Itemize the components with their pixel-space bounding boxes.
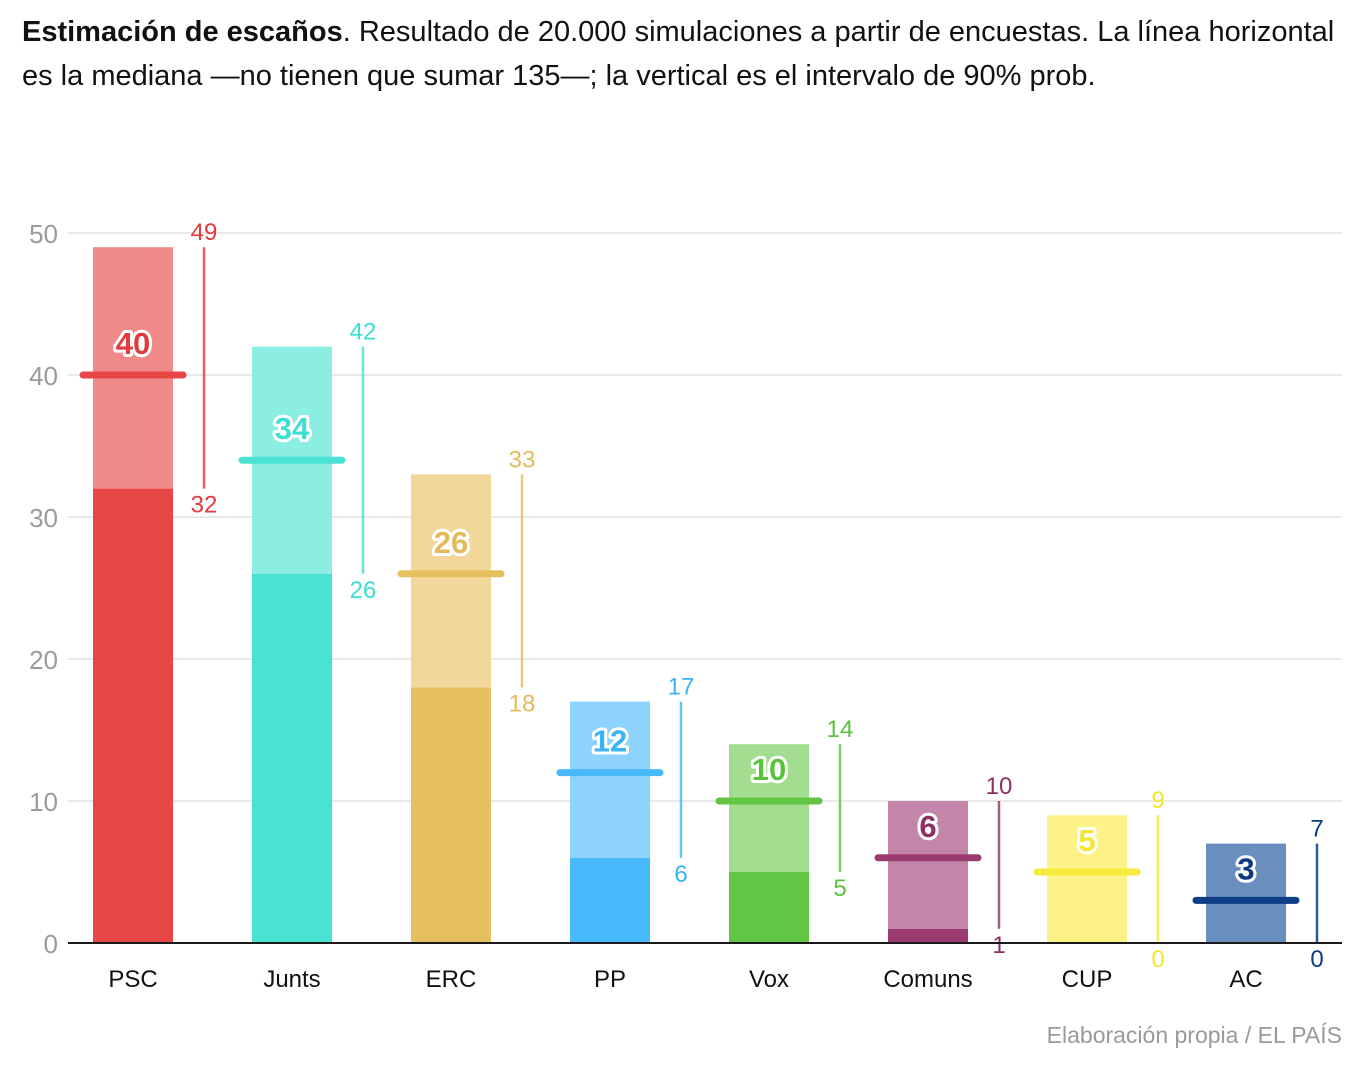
bar-range-comuns bbox=[888, 801, 968, 929]
x-category-label-junts: Junts bbox=[263, 966, 320, 993]
bar-range-psc bbox=[93, 247, 173, 489]
bar-group-pp: 12 17 6 bbox=[556, 674, 695, 943]
x-category-label-comuns: Comuns bbox=[883, 966, 972, 993]
y-tick-label-10: 10 bbox=[29, 787, 58, 817]
bar-group-comuns: 6 10 1 bbox=[874, 773, 1013, 959]
bar-base-pp bbox=[570, 857, 650, 943]
bar-group-cup: 5 9 0 bbox=[1033, 787, 1165, 973]
interval-high-label-pp: 17 bbox=[668, 674, 695, 701]
y-tick-label-40: 40 bbox=[29, 361, 58, 391]
y-tick-label-50: 50 bbox=[29, 219, 58, 249]
y-tick-label-0: 0 bbox=[44, 929, 58, 959]
bar-range-pp bbox=[570, 701, 650, 858]
bar-range-ac bbox=[1206, 843, 1286, 943]
x-axis-categories: PSC Junts ERC PP Vox Comuns CUP AC bbox=[108, 966, 1262, 993]
x-category-label-ac: AC bbox=[1229, 966, 1262, 993]
interval-low-label-comuns: 1 bbox=[992, 932, 1005, 959]
y-tick-label-30: 30 bbox=[29, 503, 58, 533]
bar-range-vox bbox=[729, 744, 809, 872]
source-credit: Elaboración propia / EL PAÍS bbox=[1046, 1022, 1342, 1048]
bar-group-erc: 26 33 18 bbox=[397, 446, 536, 943]
bar-base-junts bbox=[252, 573, 332, 943]
y-tick-label-20: 20 bbox=[29, 645, 58, 675]
interval-low-label-psc: 32 bbox=[191, 492, 218, 519]
bar-base-psc bbox=[93, 488, 173, 943]
x-category-label-cup: CUP bbox=[1062, 966, 1113, 993]
median-label-vox: 10 bbox=[752, 752, 786, 787]
interval-high-label-cup: 9 bbox=[1151, 787, 1164, 814]
interval-high-label-vox: 14 bbox=[827, 716, 854, 743]
bar-group-vox: 10 14 5 bbox=[715, 716, 854, 943]
interval-low-label-vox: 5 bbox=[833, 875, 846, 902]
bar-range-cup bbox=[1047, 815, 1127, 943]
median-label-erc: 26 bbox=[434, 525, 468, 560]
interval-low-label-junts: 26 bbox=[350, 577, 377, 604]
interval-low-label-pp: 6 bbox=[674, 861, 687, 888]
chart-subtitle: . Resultado de 20.000 simulaciones a par… bbox=[22, 16, 1335, 92]
bars: 40 49 32 34 42 26 26 33 18 12 17 6 10 14 5 6 10 1 5 9 0 3 7 0 bbox=[79, 219, 1324, 973]
bar-base-vox bbox=[729, 872, 809, 943]
interval-low-label-erc: 18 bbox=[509, 690, 536, 717]
interval-high-label-erc: 33 bbox=[509, 446, 536, 473]
chart-title-bold: Estimación de escaños bbox=[22, 16, 343, 48]
median-label-psc: 40 bbox=[116, 326, 150, 361]
bar-base-erc bbox=[411, 687, 491, 943]
median-label-pp: 12 bbox=[593, 724, 627, 759]
chart-title: Estimación de escaños. Resultado de 20.0… bbox=[22, 10, 1342, 98]
bar-range-erc bbox=[411, 474, 491, 688]
x-category-label-psc: PSC bbox=[108, 966, 157, 993]
x-category-label-pp: PP bbox=[594, 966, 626, 993]
interval-high-label-junts: 42 bbox=[350, 319, 377, 346]
bar-base-comuns bbox=[888, 928, 968, 943]
bar-group-ac: 3 7 0 bbox=[1192, 816, 1324, 973]
median-label-ac: 3 bbox=[1237, 851, 1254, 886]
interval-high-label-psc: 49 bbox=[191, 219, 218, 246]
median-label-junts: 34 bbox=[275, 411, 310, 446]
x-category-label-vox: Vox bbox=[749, 966, 789, 993]
x-category-label-erc: ERC bbox=[426, 966, 477, 993]
interval-low-label-cup: 0 bbox=[1151, 946, 1164, 973]
interval-high-label-ac: 7 bbox=[1310, 816, 1323, 843]
median-label-comuns: 6 bbox=[919, 809, 936, 844]
interval-high-label-comuns: 10 bbox=[986, 773, 1013, 800]
median-label-cup: 5 bbox=[1078, 823, 1095, 858]
bar-group-junts: 34 42 26 bbox=[238, 319, 377, 943]
bar-group-psc: 40 49 32 bbox=[79, 219, 218, 943]
y-axis-ticks: 0 10 20 30 40 50 bbox=[29, 219, 58, 959]
interval-low-label-ac: 0 bbox=[1310, 946, 1323, 973]
